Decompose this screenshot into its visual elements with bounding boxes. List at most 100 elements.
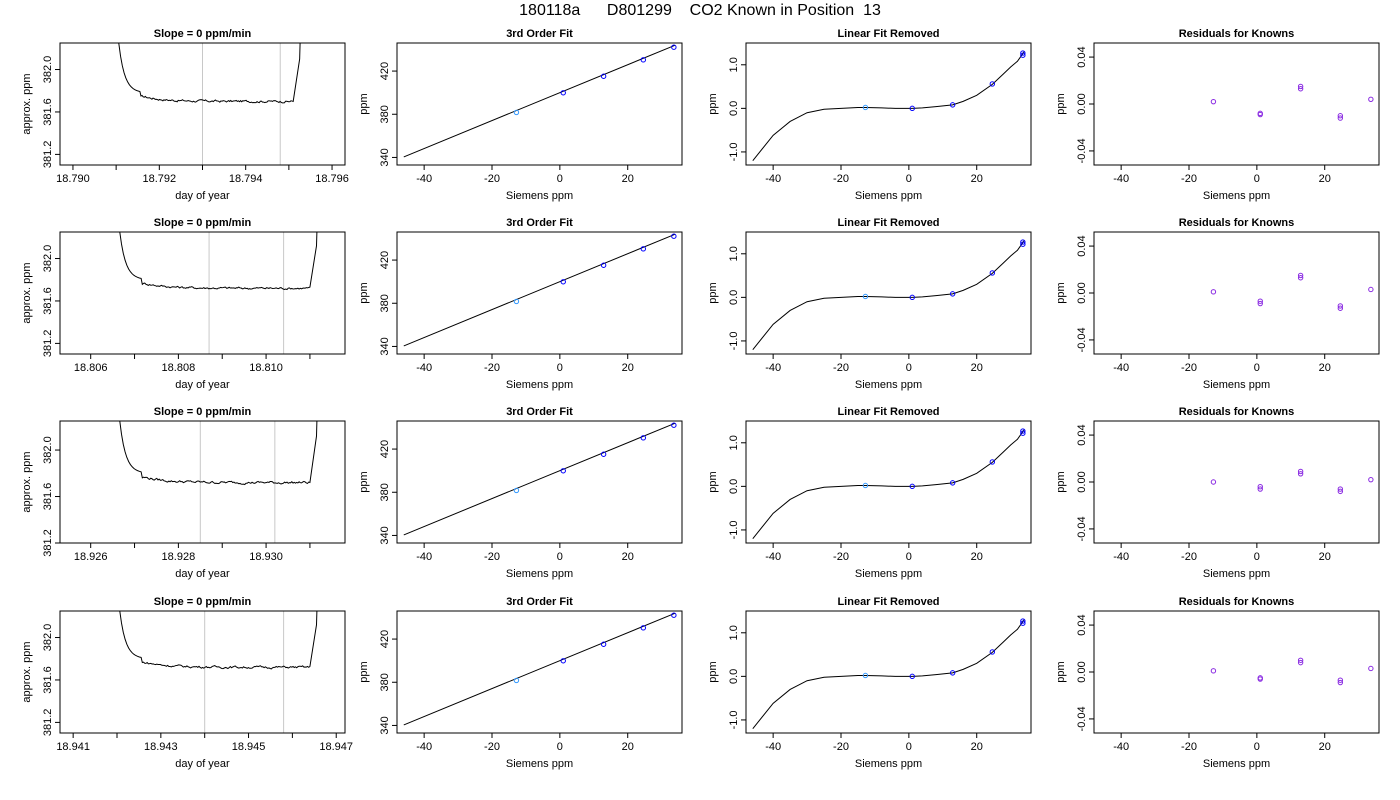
y-tick-label: 1.0 xyxy=(728,625,740,640)
y-tick-label: 380 xyxy=(379,294,391,312)
x-tick-label: -40 xyxy=(1113,741,1129,753)
panel-title: Linear Fit Removed xyxy=(837,406,939,418)
x-axis-label: Siemens ppm xyxy=(1203,190,1270,202)
panel-fit-2: 3rd Order Fit -40 -20 0 20 340 380 420 Siemens p… xyxy=(358,217,683,391)
data-point xyxy=(1337,115,1344,121)
y-tick-label: 381.2 xyxy=(42,709,54,737)
data-point xyxy=(1257,111,1263,118)
x-tick-label: 0 xyxy=(906,741,912,753)
data-point xyxy=(560,468,566,474)
reference-point xyxy=(513,677,520,684)
x-tick-label: 0 xyxy=(1254,362,1260,374)
trace-line xyxy=(119,421,318,486)
x-tick-label: 18.808 xyxy=(162,362,196,374)
data-point xyxy=(1368,665,1374,672)
x-axis-label: Siemens ppm xyxy=(1203,758,1270,770)
x-axis-label: day of year xyxy=(175,758,230,770)
data-point xyxy=(640,625,647,631)
y-tick-label: -0.04 xyxy=(1076,706,1088,731)
x-tick-label: 0 xyxy=(906,551,912,563)
x-tick-label: 0 xyxy=(557,173,563,185)
reference-point xyxy=(862,672,869,679)
panel-trace-2: Slope = 0 ppm/min 18.806 18.808 18.810 381.2… xyxy=(21,217,346,391)
panel-residuals-3: Residuals for Knowns -40 -20 0 20 -0.04 0.00 0.… xyxy=(1055,406,1380,580)
data-point xyxy=(1257,483,1263,490)
reference-point xyxy=(513,298,520,305)
data-point xyxy=(671,44,677,50)
panel-residuals-2: Residuals for Knowns -40 -20 0 20 -0.04 0.00 0.… xyxy=(1055,217,1380,391)
panel-residuals-1: Residuals for Knowns -40 -20 0 20 -0.04 0.00 0.… xyxy=(1055,28,1380,202)
x-tick-label: -20 xyxy=(833,362,849,374)
x-tick-label: -20 xyxy=(833,741,849,753)
x-axis-label: Siemens ppm xyxy=(506,379,573,391)
data-point xyxy=(1297,83,1304,90)
reference-point xyxy=(862,482,869,489)
trace-line xyxy=(119,232,318,291)
panel-title: 3rd Order Fit xyxy=(506,596,573,608)
y-tick-label: 1.0 xyxy=(728,246,740,261)
data-point xyxy=(989,459,996,465)
data-point xyxy=(640,435,647,441)
data-point xyxy=(1210,289,1217,295)
x-tick-label: 20 xyxy=(622,173,634,185)
y-tick-label: 0.0 xyxy=(728,101,740,116)
y-tick-label: 0.04 xyxy=(1076,46,1088,67)
x-tick-label: -20 xyxy=(833,551,849,563)
y-axis-label: ppm xyxy=(358,93,370,114)
plot-frame xyxy=(396,610,683,734)
x-tick-label: -40 xyxy=(416,551,432,563)
fit-line xyxy=(403,233,676,347)
data-point xyxy=(909,483,915,490)
data-point xyxy=(1297,659,1304,666)
panel-title: 3rd Order Fit xyxy=(506,28,573,40)
x-tick-label: 20 xyxy=(971,551,983,563)
y-tick-label: 0.04 xyxy=(1076,235,1088,256)
y-tick-label: 382.0 xyxy=(42,436,54,464)
y-tick-label: 381.2 xyxy=(42,529,54,557)
fit-line xyxy=(403,422,676,536)
x-tick-label: -20 xyxy=(484,173,500,185)
y-tick-label: -0.04 xyxy=(1076,138,1088,163)
data-point xyxy=(989,649,996,655)
y-tick-label: 340 xyxy=(379,148,391,166)
panel-title: Linear Fit Removed xyxy=(837,596,939,608)
data-point xyxy=(1297,272,1304,279)
data-point xyxy=(1337,677,1344,683)
plot-frame xyxy=(745,42,1032,166)
y-tick-label: 382.0 xyxy=(42,624,54,652)
x-tick-label: -40 xyxy=(765,741,781,753)
data-point xyxy=(1337,305,1344,311)
x-tick-label: 20 xyxy=(622,551,634,563)
data-point xyxy=(600,641,607,647)
y-axis-label: ppm xyxy=(707,661,719,682)
y-tick-label: -0.04 xyxy=(1076,516,1088,541)
x-tick-label: 18.810 xyxy=(249,362,283,374)
data-point xyxy=(640,246,647,252)
x-axis-label: Siemens ppm xyxy=(506,568,573,580)
data-point xyxy=(949,291,956,297)
plot-frame xyxy=(396,42,683,166)
x-tick-label: 0 xyxy=(1254,173,1260,185)
data-point xyxy=(1297,471,1304,477)
data-point xyxy=(1368,476,1374,483)
y-tick-label: 0.00 xyxy=(1076,471,1088,492)
reference-point xyxy=(862,104,869,111)
plot-frame xyxy=(1093,42,1380,166)
y-tick-label: 0.00 xyxy=(1076,282,1088,303)
y-tick-label: 380 xyxy=(379,673,391,691)
x-tick-label: -40 xyxy=(765,551,781,563)
data-point xyxy=(949,670,956,676)
data-point xyxy=(1337,679,1344,686)
x-tick-label: 18.806 xyxy=(74,362,108,374)
reference-point xyxy=(513,109,520,116)
x-tick-label: 0 xyxy=(557,741,563,753)
y-tick-label: 420 xyxy=(379,630,391,648)
data-point xyxy=(600,262,607,268)
fit-line xyxy=(403,612,676,726)
data-point xyxy=(1368,286,1374,293)
y-tick-label: 382.0 xyxy=(42,56,54,84)
data-point xyxy=(909,673,915,680)
data-point xyxy=(1210,479,1217,485)
x-tick-label: -20 xyxy=(833,173,849,185)
